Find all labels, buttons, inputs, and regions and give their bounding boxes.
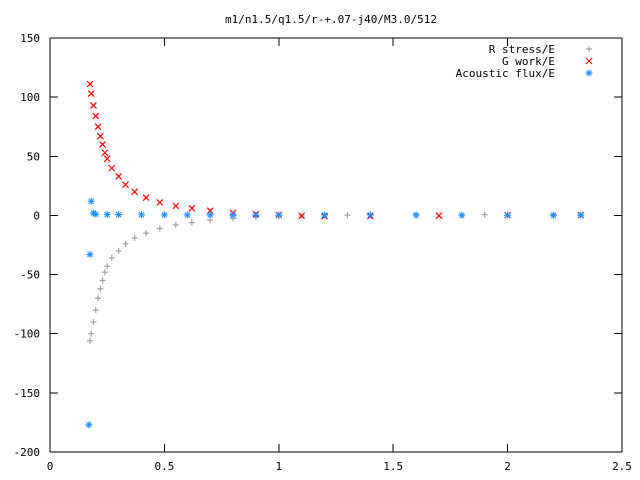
series-0-point-15 [172, 221, 179, 228]
series-0-point-10 [115, 247, 122, 254]
series-2-point-17 [458, 211, 466, 219]
series-0-point-9 [108, 255, 115, 262]
x-tick-label-0: 0 [47, 460, 54, 473]
series-1-point-3 [92, 112, 100, 120]
y-tick-label-2: 50 [27, 150, 40, 163]
y-tick-label-6: -150 [14, 387, 41, 400]
series-2-point-10 [206, 211, 214, 219]
series-1-point-11 [122, 181, 129, 189]
series-1-point-13 [142, 194, 150, 202]
x-tick-label-4: 2 [504, 460, 511, 473]
series-1-point-4 [94, 123, 102, 131]
series-1-point-24 [435, 212, 443, 220]
y-tick-label-7: -200 [14, 446, 41, 459]
legend-label-acoustic-flux: Acoustic flux/E [456, 67, 555, 80]
legend: R stress/E G work/E Acoustic flux/E [456, 43, 593, 80]
x-tick-label-2: 1 [275, 460, 282, 473]
series-2-point-0 [85, 421, 93, 429]
series-0-point-1 [88, 330, 95, 337]
series-1-point-16 [188, 204, 196, 212]
legend-label-g-work: G work/E [502, 55, 555, 68]
series-2-point-14 [321, 211, 329, 219]
series-1-point-9 [108, 164, 116, 172]
series-0-point-12 [131, 234, 138, 241]
y-ticks: 150 100 50 0 -50 -100 -150 -200 [14, 32, 622, 459]
series-1-point-7 [101, 149, 109, 157]
series-1-point-12 [131, 188, 139, 196]
series-1-point-2 [90, 101, 97, 109]
series-0-point-7 [101, 269, 108, 276]
series-2-point-8 [160, 211, 168, 219]
series-2-point-16 [412, 211, 420, 219]
series-0-point-3 [92, 307, 99, 314]
y-tick-label-5: -100 [14, 328, 41, 341]
series-0-point-0 [87, 337, 94, 344]
series-0-point-8 [104, 263, 111, 270]
series-2-point-1 [86, 250, 94, 258]
series-2-point-19 [549, 211, 557, 219]
series-0 [87, 211, 584, 344]
plot-points [85, 80, 585, 429]
series-1 [86, 80, 585, 220]
x-tick-label-5: 2.5 [612, 460, 632, 473]
y-tick-label-0: 150 [20, 32, 40, 45]
series-2-point-9 [183, 211, 191, 219]
chart-title: m1/n1.5/q1.5/r-+.07-j40/M3.0/512 [225, 13, 437, 26]
series-1-point-21 [298, 212, 306, 220]
series-2-point-13 [275, 211, 283, 219]
y-tick-label-3: 0 [33, 209, 40, 222]
series-1-point-8 [103, 155, 111, 163]
series-0-point-16 [188, 219, 195, 226]
series-2-point-18 [504, 211, 512, 219]
legend-marker-0 [586, 46, 592, 52]
series-1-point-10 [115, 172, 123, 180]
series-2-point-7 [138, 211, 146, 219]
series-1-point-5 [96, 132, 104, 140]
series-1-point-14 [156, 198, 164, 206]
legend-label-r-stress: R stress/E [489, 43, 555, 56]
y-tick-label-1: 100 [20, 91, 40, 104]
series-2-point-11 [229, 211, 237, 219]
x-tick-label-1: 0.5 [154, 460, 174, 473]
legend-marker-2 [585, 69, 593, 77]
series-1-point-15 [172, 202, 180, 210]
legend-marker-1 [585, 57, 593, 65]
series-0-point-4 [95, 295, 102, 302]
series-2 [85, 197, 585, 429]
series-0-point-2 [90, 318, 97, 325]
series-2-point-2 [87, 197, 95, 205]
series-2-point-12 [252, 211, 260, 219]
legend-markers [585, 46, 593, 77]
series-0-point-11 [122, 240, 129, 247]
series-0-point-5 [97, 285, 104, 292]
series-2-point-4 [92, 210, 100, 218]
y-tick-label-4: -50 [20, 269, 40, 282]
series-1-point-0 [86, 80, 94, 88]
x-ticks: 0 0.5 1 1.5 2 2.5 [47, 38, 632, 473]
series-1-point-1 [87, 90, 95, 98]
series-0-point-6 [99, 277, 106, 284]
series-0-point-13 [143, 230, 150, 237]
series-0-point-14 [156, 225, 163, 232]
x-tick-label-3: 1.5 [383, 460, 403, 473]
series-2-point-5 [103, 210, 111, 218]
series-1-point-6 [99, 141, 107, 148]
series-2-point-15 [366, 211, 374, 219]
series-2-point-6 [115, 211, 123, 219]
series-0-point-24 [481, 211, 488, 218]
series-2-point-20 [577, 211, 585, 219]
series-0-point-22 [344, 212, 351, 219]
